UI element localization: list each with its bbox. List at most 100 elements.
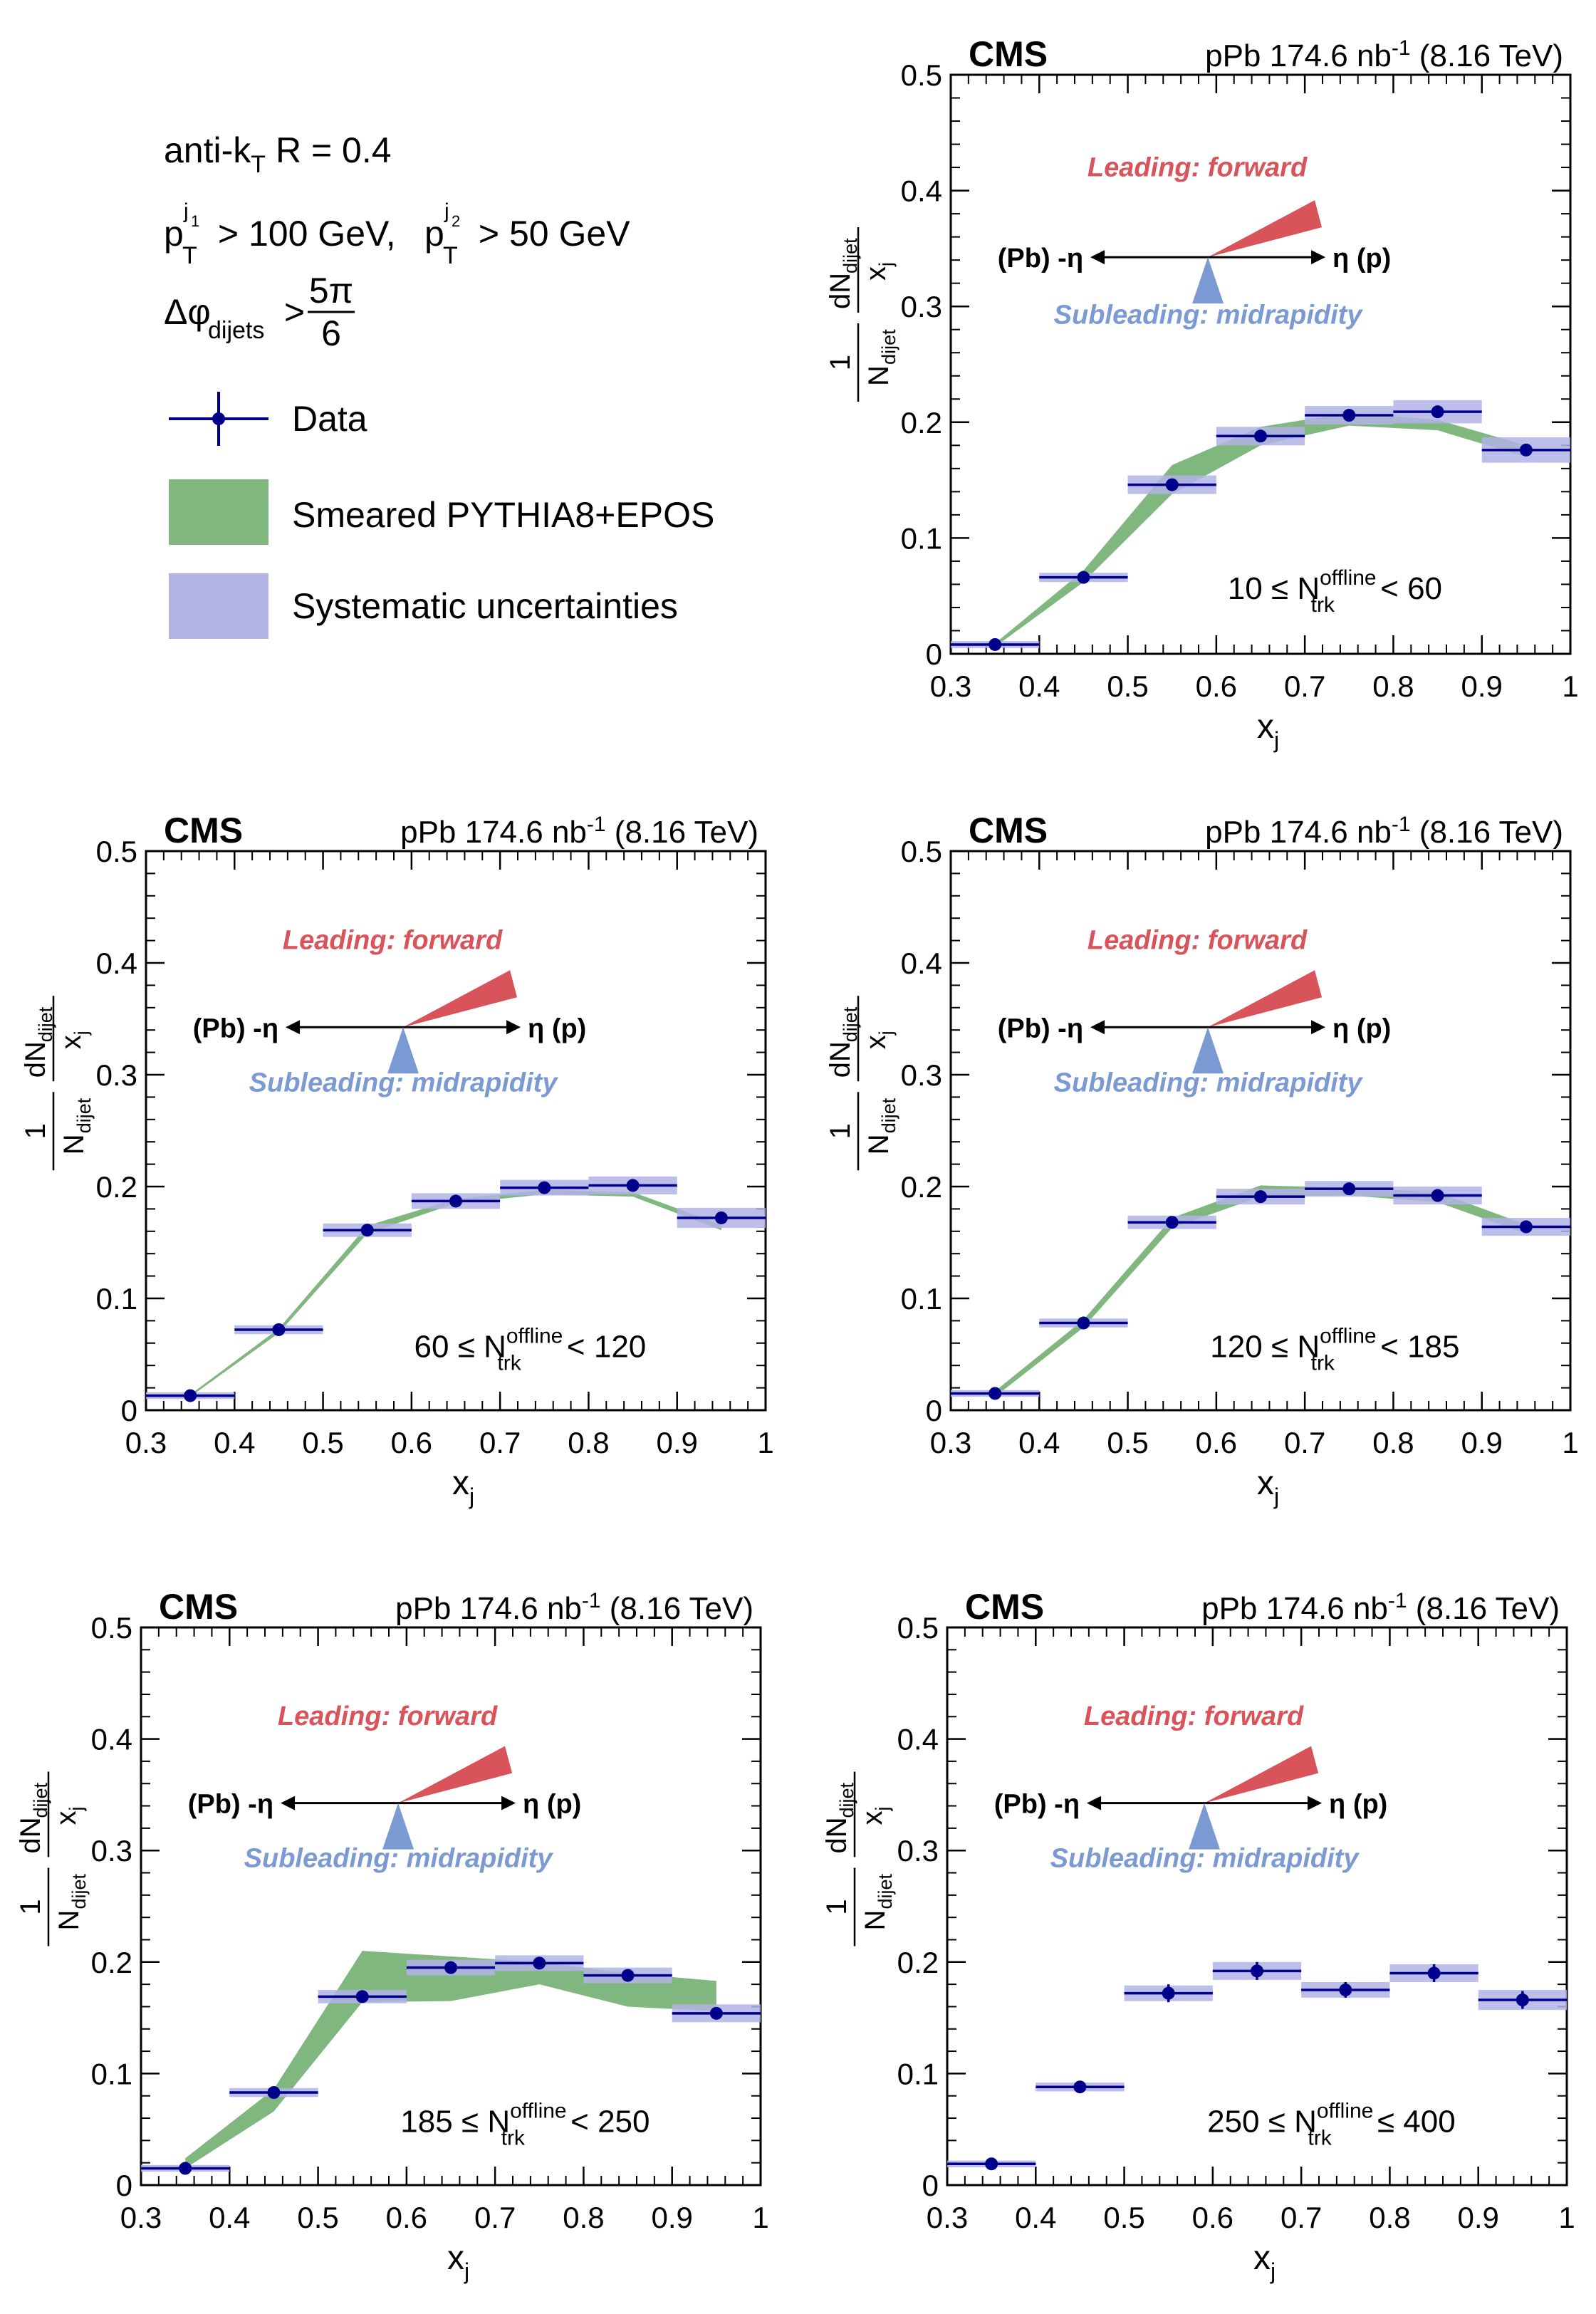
x-tick-label: 0.5: [1107, 669, 1148, 703]
legend-syst-swatch: [169, 573, 268, 639]
eta-arrow-left: [1090, 250, 1105, 265]
y-label-frac2-den: x: [56, 1035, 87, 1049]
data-point: [947, 2157, 1036, 2171]
data-point: [318, 1989, 407, 2003]
p-label: η (p): [1329, 1790, 1387, 1820]
plot-frame: [145, 850, 767, 1412]
subleading-cone: [387, 1027, 419, 1074]
subleading-label: Subleading: midrapidity: [1054, 301, 1364, 330]
subleading-label: Subleading: midrapidity: [244, 1844, 554, 1874]
data-marker: [355, 1990, 369, 2003]
data-marker: [1165, 1216, 1179, 1229]
x-axis-label: xj: [1257, 1464, 1279, 1509]
x-tick-label: 0.9: [652, 2201, 693, 2234]
eta-arrow-left: [281, 1796, 296, 1810]
subleading-label: Subleading: midrapidity: [249, 1068, 559, 1098]
y-label-frac1-num: 1: [20, 1123, 51, 1139]
data-marker: [989, 637, 1002, 651]
y-label-frac2-den-sub: j: [66, 1807, 87, 1812]
x-tick-label: 0.9: [1461, 1426, 1503, 1459]
legend-dphi-gt: >: [274, 292, 305, 332]
data-point: [1305, 1181, 1394, 1197]
data-marker: [1254, 429, 1267, 443]
x-tick-label: 0.9: [657, 1426, 698, 1459]
x-tick-label: 0.4: [1018, 669, 1060, 703]
leading-cone: [1208, 970, 1323, 1028]
y-tick-label: 0.4: [901, 174, 942, 208]
y-label-frac2-den: x: [860, 1035, 892, 1049]
lumi-label: pPb 174.6 nb-1 (8.16 TeV): [1201, 1589, 1560, 1626]
rapidity-sketch: Leading: forward (Pb) -η η (p) Subleading: …: [998, 152, 1392, 330]
y-label-frac2-den: x: [51, 1811, 82, 1825]
y-tick-label: 0.2: [897, 1946, 939, 1979]
y-label-frac1-den-sub: dijet: [875, 1874, 896, 1909]
data-point: [1216, 1189, 1305, 1205]
x-tick-label: 0.3: [927, 2201, 968, 2234]
y-tick-label: 0.5: [901, 58, 942, 92]
data-point: [1481, 437, 1570, 463]
eta-arrow-left: [1090, 1020, 1105, 1035]
data-point: [146, 1389, 235, 1402]
y-label-frac1-num: 1: [15, 1899, 46, 1914]
lumi-label: pPb 174.6 nb-1 (8.16 TeV): [1205, 36, 1563, 73]
data-marker: [1077, 570, 1090, 584]
leading-label: Leading: forward: [1084, 1701, 1304, 1731]
p-label: η (p): [528, 1013, 586, 1043]
y-label-frac1-den-sub: dijet: [878, 329, 899, 365]
data-marker: [985, 2157, 998, 2171]
plot-frame: [949, 850, 1572, 1412]
x-tick-label: 0.7: [474, 2201, 516, 2234]
leading-cone: [1204, 1746, 1319, 1803]
leading-label: Leading: forward: [1088, 925, 1308, 955]
y-label-frac1-num: 1: [821, 1899, 852, 1914]
legend-entry-data: Data: [292, 399, 367, 439]
data-point: [1212, 1961, 1302, 1980]
data-point: [323, 1223, 412, 1237]
data-marker: [179, 2162, 192, 2175]
x-tick-label: 0.4: [209, 2201, 250, 2234]
x-tick-label: 0.6: [386, 2201, 427, 2234]
data-point: [1039, 1316, 1128, 1330]
data-point: [951, 637, 1040, 651]
legend: anti-kT R = 0.4 p j 1 T > 100 GeV, p j 2…: [164, 130, 714, 639]
eta-arrow-right: [1311, 250, 1326, 265]
legend-pt-sup1: j: [183, 199, 189, 223]
data-point: [1301, 1981, 1390, 1998]
ntrk-label: 250 ≤ Noffline trk ≤ 400: [1207, 2100, 1456, 2150]
y-tick-label: 0.3: [96, 1058, 137, 1092]
y-label-frac1-den-sub: dijet: [73, 1098, 95, 1133]
x-tick-label: 0.4: [1015, 2201, 1056, 2234]
legend-dphi-sub: dijets: [208, 317, 264, 344]
panel-5: 0.3 0.4 0.5 0.6 0.7 0.8 0.9 1 0 0.1 0.2 0.3 0.4 0.5 xj…: [821, 1587, 1575, 2284]
legend-pt-sup1b: 1: [191, 212, 199, 230]
y-tick-label: 0.5: [91, 1611, 132, 1645]
cms-label: CMS: [164, 811, 243, 850]
panel-3: 0.3 0.4 0.5 0.6 0.7 0.8 0.9 1 0 0.1 0.2 0.3 0.4 0.5 xj…: [825, 811, 1579, 1509]
model-band: [995, 412, 1526, 647]
pb-label: (Pb) -η: [188, 1790, 273, 1820]
y-tick-label: 0.1: [901, 521, 942, 555]
x-tick-label: 0.8: [1372, 1426, 1414, 1459]
x-tick-label: 0.9: [1458, 2201, 1499, 2234]
y-tick-label: 0: [121, 1394, 137, 1427]
x-tick-label: 1: [757, 1426, 773, 1459]
y-tick-label: 0.1: [91, 2057, 132, 2090]
pb-label: (Pb) -η: [998, 1013, 1083, 1043]
pb-label: (Pb) -η: [998, 244, 1083, 273]
p-label: η (p): [523, 1790, 581, 1820]
plot-frame: [140, 1626, 762, 2187]
leading-label: Leading: forward: [278, 1701, 498, 1731]
y-tick-label: 0.3: [897, 1834, 939, 1867]
data-marker: [184, 1389, 197, 1402]
subleading-cone: [1189, 1803, 1221, 1850]
x-tick-label: 0.3: [120, 2201, 162, 2234]
data-point: [1039, 570, 1128, 584]
y-tick-label: 0.2: [901, 406, 942, 439]
x-tick-label: 0.9: [1461, 669, 1503, 703]
legend-pt-sub2: T: [443, 242, 458, 269]
data-marker: [1516, 1994, 1529, 2007]
x-tick-label: 0.8: [1372, 669, 1414, 703]
x-tick-label: 0.3: [930, 1426, 971, 1459]
